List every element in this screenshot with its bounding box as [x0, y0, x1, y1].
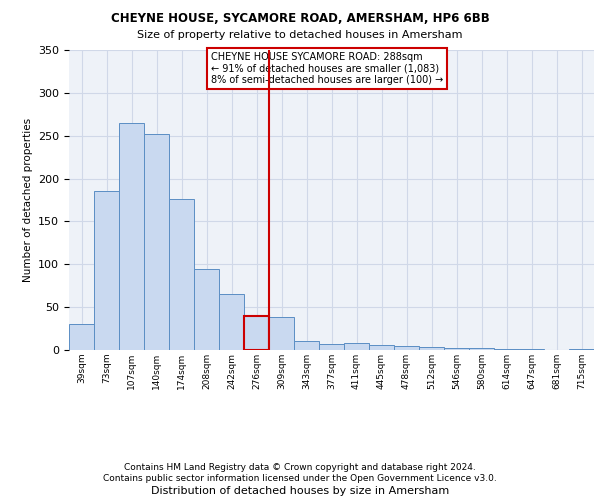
Text: Contains HM Land Registry data © Crown copyright and database right 2024.: Contains HM Land Registry data © Crown c…	[124, 462, 476, 471]
Text: Contains public sector information licensed under the Open Government Licence v3: Contains public sector information licen…	[103, 474, 497, 483]
Bar	[419, 346, 444, 350]
Bar	[494, 349, 519, 350]
Y-axis label: Number of detached properties: Number of detached properties	[23, 118, 32, 282]
Bar	[194, 268, 219, 350]
Bar	[369, 345, 394, 350]
Bar	[219, 294, 244, 350]
Bar	[169, 199, 194, 350]
Bar	[119, 123, 144, 350]
Bar	[344, 343, 369, 350]
Bar	[444, 348, 469, 350]
Bar	[519, 349, 544, 350]
Bar	[469, 348, 494, 350]
Text: Size of property relative to detached houses in Amersham: Size of property relative to detached ho…	[137, 30, 463, 40]
Bar	[69, 324, 94, 350]
Bar	[319, 344, 344, 350]
Text: CHEYNE HOUSE SYCAMORE ROAD: 288sqm
← 91% of detached houses are smaller (1,083)
: CHEYNE HOUSE SYCAMORE ROAD: 288sqm ← 91%…	[211, 52, 443, 84]
Bar	[394, 346, 419, 350]
Bar	[244, 316, 269, 350]
Bar	[144, 134, 169, 350]
Bar	[269, 318, 294, 350]
Bar	[569, 349, 594, 350]
Bar	[294, 340, 319, 350]
Bar	[94, 190, 119, 350]
Text: CHEYNE HOUSE, SYCAMORE ROAD, AMERSHAM, HP6 6BB: CHEYNE HOUSE, SYCAMORE ROAD, AMERSHAM, H…	[110, 12, 490, 26]
Text: Distribution of detached houses by size in Amersham: Distribution of detached houses by size …	[151, 486, 449, 496]
